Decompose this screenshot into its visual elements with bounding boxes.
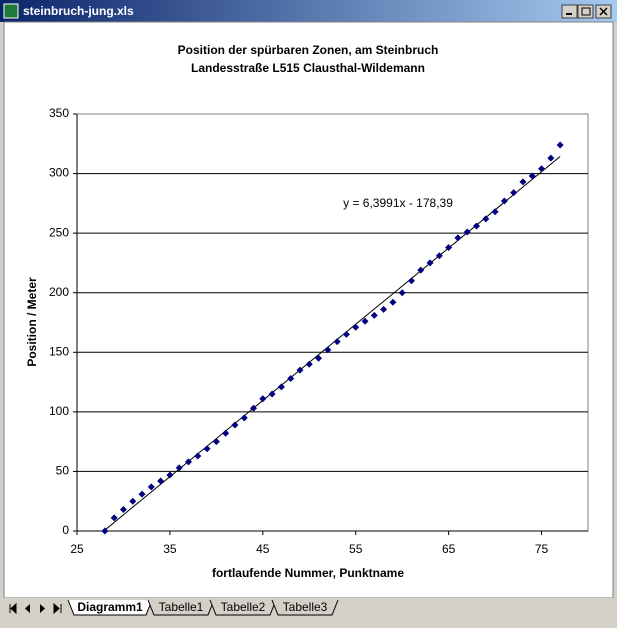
data-point xyxy=(342,330,350,338)
sheet-tab-label: Diagramm1 xyxy=(77,600,143,614)
y-tick-label: 150 xyxy=(49,344,69,358)
chart-title: Position der spürbaren Zonen, am Steinbr… xyxy=(178,43,439,57)
title-bar xyxy=(0,0,617,22)
data-point xyxy=(212,438,220,446)
x-tick-label: 55 xyxy=(349,542,363,556)
data-point xyxy=(138,490,146,498)
window-title: steinbruch-jung.xls xyxy=(23,4,134,18)
data-point xyxy=(222,429,230,437)
minimize-button[interactable] xyxy=(561,4,578,19)
data-point xyxy=(556,141,564,149)
data-point xyxy=(352,323,360,331)
data-point xyxy=(315,354,323,362)
data-point xyxy=(473,222,481,230)
y-tick-label: 50 xyxy=(56,464,70,478)
data-point xyxy=(333,338,341,346)
data-point xyxy=(157,477,165,485)
data-point xyxy=(380,305,388,313)
data-point xyxy=(324,346,332,354)
plot-area xyxy=(76,113,589,532)
last-sheet-button[interactable] xyxy=(53,602,62,615)
y-tick-label: 100 xyxy=(49,404,69,418)
data-point xyxy=(407,277,415,285)
data-point xyxy=(203,445,211,453)
data-point xyxy=(389,298,397,306)
data-point xyxy=(305,360,313,368)
sheet-tab-shape xyxy=(67,599,153,616)
next-sheet-button[interactable] xyxy=(40,604,45,613)
data-point xyxy=(445,243,453,251)
data-point xyxy=(482,215,490,223)
sheet-tab-label: Tabelle2 xyxy=(221,600,266,614)
data-point xyxy=(463,228,471,236)
maximize-button[interactable] xyxy=(577,4,594,19)
data-point xyxy=(398,289,406,297)
data-point xyxy=(296,366,304,374)
data-point xyxy=(175,464,183,472)
data-point xyxy=(510,189,518,197)
chart-subtitle: Landesstraße L515 Clausthal-Wildemann xyxy=(191,61,425,75)
data-point xyxy=(259,395,267,403)
x-tick-label: 65 xyxy=(442,542,456,556)
y-tick-label: 350 xyxy=(49,106,69,120)
data-point xyxy=(147,483,155,491)
data-point xyxy=(361,317,369,325)
prev-sheet-button[interactable] xyxy=(25,604,30,613)
close-glyph xyxy=(599,7,608,16)
sheet-tab-shape xyxy=(147,599,215,616)
app-icon xyxy=(3,3,19,19)
y-tick-label: 250 xyxy=(49,225,69,239)
data-point xyxy=(519,178,527,186)
data-point xyxy=(184,458,192,466)
data-point xyxy=(240,414,248,422)
data-point xyxy=(250,404,258,412)
data-point xyxy=(110,514,118,522)
data-point xyxy=(129,497,137,505)
data-point xyxy=(277,383,285,391)
data-point xyxy=(426,259,434,267)
sheet-tab[interactable]: Diagramm1 xyxy=(67,599,153,616)
x-axis-label: fortlaufende Nummer, Punktname xyxy=(212,566,404,580)
data-point xyxy=(491,208,499,216)
trendline-equation: y = 6,3991x - 178,39 xyxy=(343,196,453,210)
tab-navigation[interactable] xyxy=(9,602,62,615)
data-point xyxy=(231,421,239,429)
data-point xyxy=(101,527,109,535)
sheet-tab-label: Tabelle3 xyxy=(283,600,328,614)
data-point xyxy=(166,471,174,479)
y-tick-label: 300 xyxy=(49,166,69,180)
y-tick-label: 200 xyxy=(49,285,69,299)
sheet-tab-shape xyxy=(209,599,277,616)
window-buttons[interactable] xyxy=(561,4,612,19)
data-point xyxy=(370,311,378,319)
y-tick-label: 0 xyxy=(62,523,69,537)
data-point xyxy=(417,266,425,274)
data-point xyxy=(500,197,508,205)
sheet-tab-shape xyxy=(271,599,339,616)
data-point xyxy=(287,374,295,382)
first-sheet-button[interactable] xyxy=(9,602,17,615)
y-axis-label: Position / Meter xyxy=(25,277,39,367)
maximize-glyph xyxy=(581,7,591,16)
data-point xyxy=(435,252,443,260)
data-point xyxy=(454,234,462,242)
data-point xyxy=(119,506,127,514)
data-point xyxy=(538,165,546,173)
x-tick-label: 45 xyxy=(256,542,270,556)
data-point xyxy=(547,154,555,162)
sheet-tab[interactable]: Tabelle1 xyxy=(147,599,215,616)
sheet-tab[interactable]: Tabelle3 xyxy=(271,599,339,616)
data-point xyxy=(194,452,202,460)
x-tick-label: 75 xyxy=(535,542,549,556)
data-point xyxy=(528,172,536,180)
x-tick-label: 35 xyxy=(163,542,177,556)
x-tick-label: 25 xyxy=(70,542,84,556)
data-point xyxy=(268,390,276,398)
sheet-tab-label: Tabelle1 xyxy=(159,600,204,614)
sheet-tab[interactable]: Tabelle2 xyxy=(209,599,277,616)
